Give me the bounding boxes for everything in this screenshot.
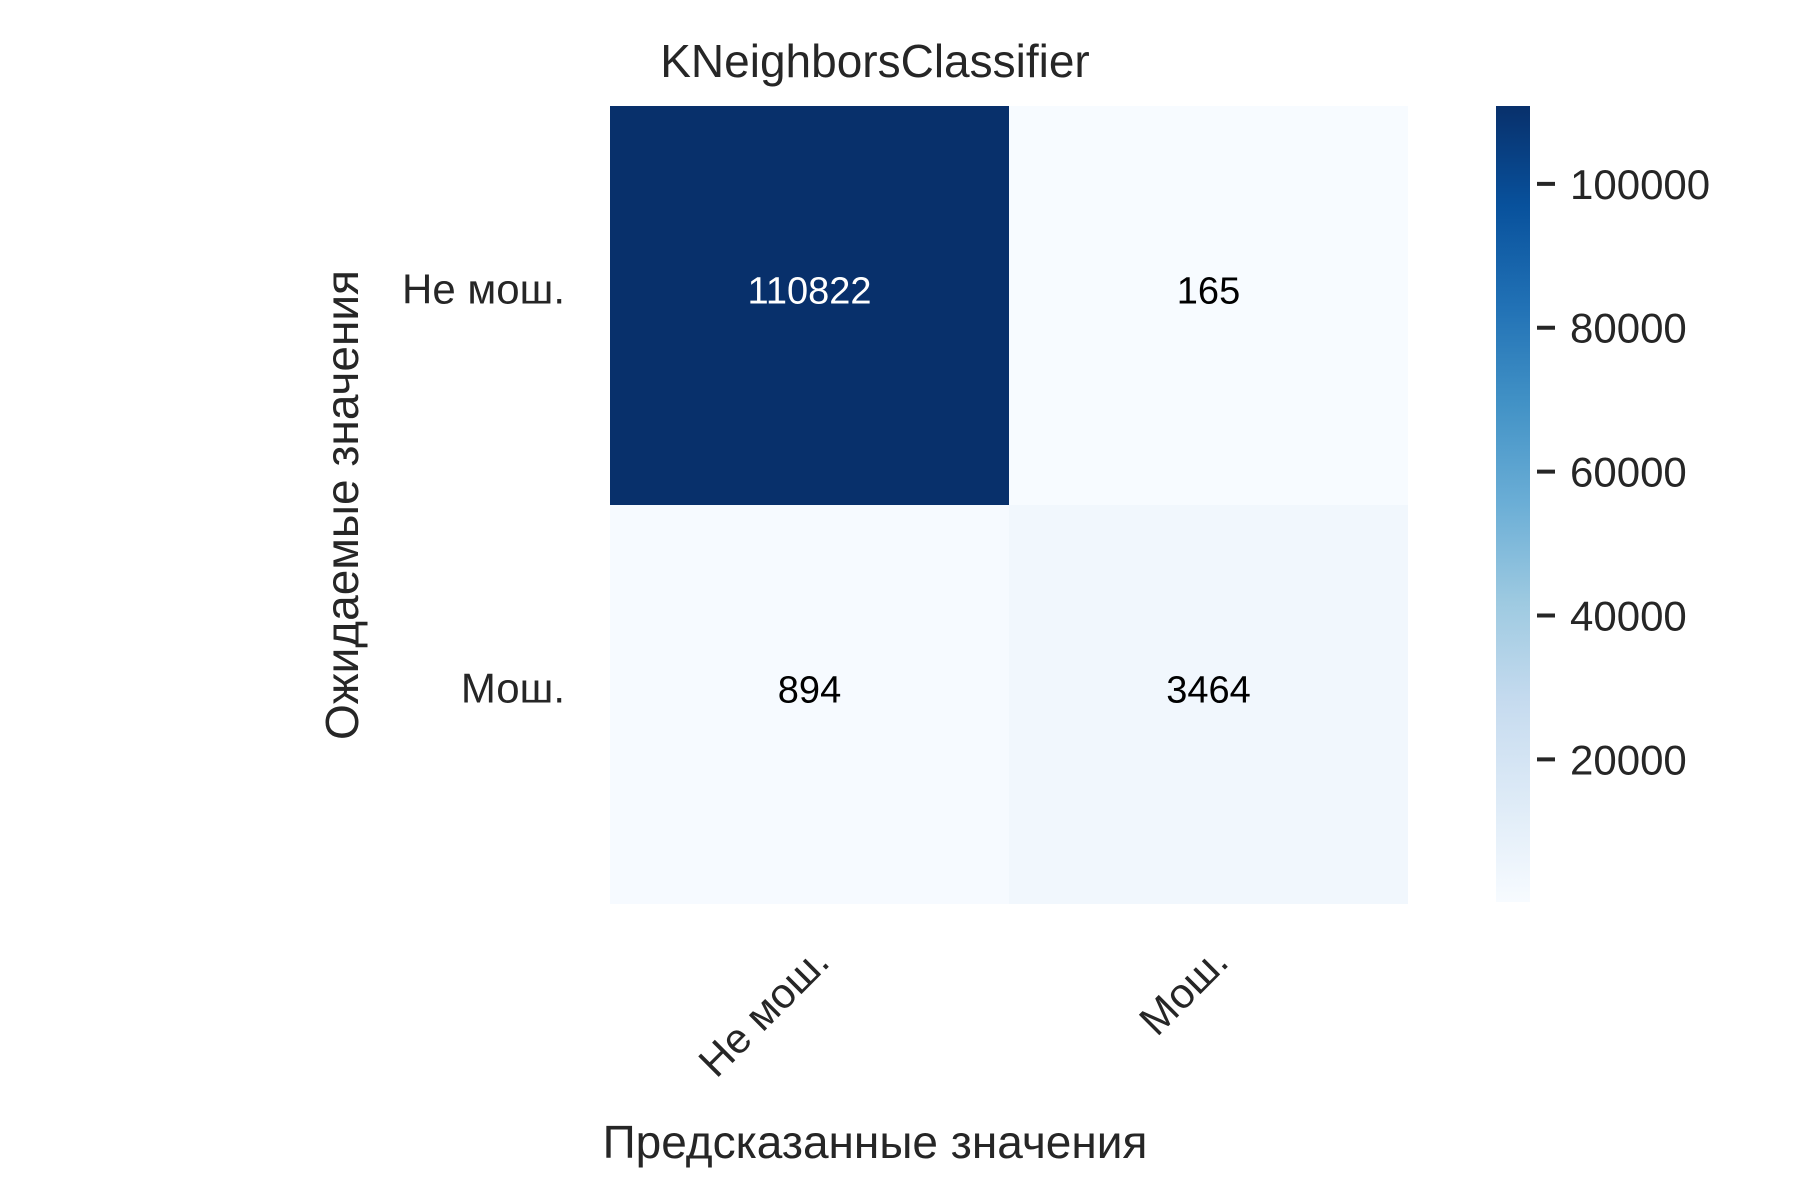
chart-title: KNeighborsClassifier <box>660 35 1090 87</box>
colorbar-ticks: 20000 40000 60000 80000 100000 <box>1537 161 1710 783</box>
colorbar <box>1496 106 1530 902</box>
x-axis-label: Предсказанные значения <box>603 1116 1148 1168</box>
cell-value-label: 894 <box>778 670 841 712</box>
y-tick-label: Не мош. <box>402 266 565 313</box>
heatmap-cell <box>1009 505 1408 904</box>
heatmap-cell <box>1009 106 1408 505</box>
colorbar-tick-label: 40000 <box>1570 592 1687 639</box>
heatmap-cells: 110822 165 894 3464 <box>610 106 1408 904</box>
colorbar-tick-label: 60000 <box>1570 449 1687 496</box>
colorbar-tick-label: 80000 <box>1570 305 1687 352</box>
colorbar-tick-label: 20000 <box>1570 736 1687 783</box>
cell-value-label: 3464 <box>1166 670 1251 712</box>
cell-value-label: 110822 <box>748 271 872 313</box>
y-axis-label: Ожидаемые значения <box>316 270 368 740</box>
cell-value-label: 165 <box>1177 271 1240 313</box>
heatmap-cell <box>610 106 1009 505</box>
x-tick-label: Не мош. <box>689 937 837 1085</box>
colorbar-tick-label: 100000 <box>1570 161 1710 208</box>
y-tick-label: Мош. <box>461 665 565 712</box>
x-tick-label: Мош. <box>1130 937 1237 1044</box>
heatmap-cell <box>610 505 1009 904</box>
